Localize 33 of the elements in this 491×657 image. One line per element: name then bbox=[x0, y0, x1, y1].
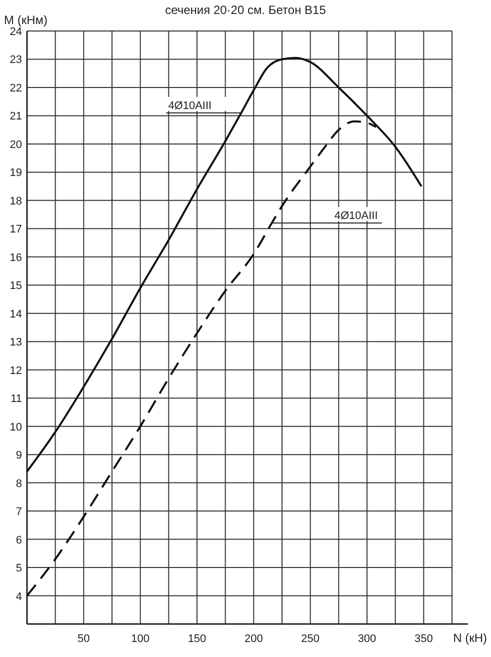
y-tick-label: 21 bbox=[10, 110, 22, 123]
x-tick-label: 300 bbox=[358, 633, 376, 645]
x-tick-label: 150 bbox=[188, 633, 206, 645]
y-tick-label: 20 bbox=[10, 138, 22, 151]
y-tick-label: 5 bbox=[16, 562, 22, 575]
annotation: 4Ø10AIII bbox=[168, 100, 212, 112]
y-tick-label: 6 bbox=[16, 534, 22, 546]
y-tick-label: 13 bbox=[10, 336, 22, 349]
y-tick-label: 11 bbox=[10, 393, 22, 406]
y-tick-label: 17 bbox=[10, 224, 22, 236]
y-axis-title: M (кНм) bbox=[4, 13, 48, 27]
y-tick-label: 15 bbox=[10, 280, 22, 292]
y-tick-label: 23 bbox=[10, 54, 22, 66]
y-tick-label: 9 bbox=[16, 450, 22, 462]
y-tick-label: 12 bbox=[10, 364, 22, 377]
x-tick-label: 350 bbox=[414, 633, 433, 645]
y-tick-label: 18 bbox=[10, 195, 22, 208]
y-tick-label: 7 bbox=[16, 506, 22, 518]
y-tick-label: 8 bbox=[16, 478, 22, 490]
y-tick-label: 4 bbox=[16, 590, 22, 603]
x-tick-label: 250 bbox=[301, 633, 320, 645]
x-tick-label: 100 bbox=[131, 633, 150, 645]
x-tick-label: 200 bbox=[244, 633, 263, 645]
chart-title: сечения 20·20 см. Бетон В15 bbox=[165, 3, 326, 17]
y-tick-label: 19 bbox=[10, 167, 22, 180]
annotation: 4Ø10AIII bbox=[334, 210, 378, 222]
y-tick-label: 14 bbox=[10, 308, 22, 320]
y-tick-label: 16 bbox=[10, 252, 22, 264]
y-tick-label: 24 bbox=[10, 26, 22, 38]
x-axis-title: N (кН) bbox=[453, 631, 487, 645]
x-tick-label: 50 bbox=[78, 633, 90, 645]
y-tick-label: 22 bbox=[10, 82, 22, 94]
y-tick-label: 10 bbox=[10, 421, 22, 434]
